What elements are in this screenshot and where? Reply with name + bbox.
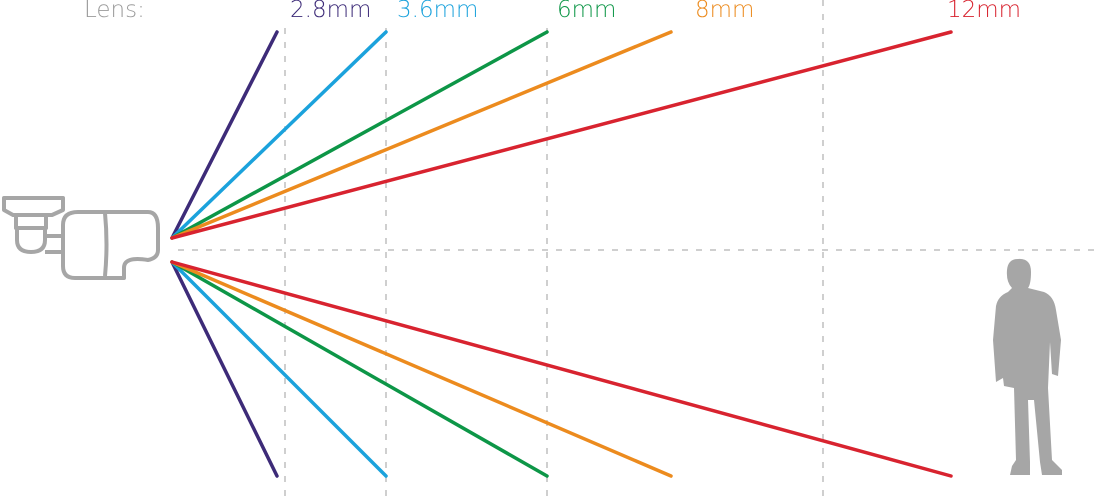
lens-label-6mm: 6mm bbox=[557, 0, 617, 23]
lens-label-8mm: 8mm bbox=[695, 0, 755, 23]
grid bbox=[178, 0, 1100, 497]
lens-label-12mm: 12mm bbox=[947, 0, 1022, 23]
bullet-camera-icon bbox=[2, 196, 160, 280]
ray-bottom-2-8mm bbox=[170, 260, 279, 478]
lens-label-3-6mm: 3.6mm bbox=[397, 0, 479, 23]
ray-top-6mm bbox=[170, 30, 549, 240]
person-silhouette-icon bbox=[993, 258, 1062, 475]
ray-bottom-8mm bbox=[170, 260, 673, 478]
ray-bottom-6mm bbox=[170, 260, 549, 478]
lens-label-2-8mm: 2.8mm bbox=[290, 0, 372, 23]
lens-heading: Lens: bbox=[84, 0, 145, 23]
ray-top-8mm bbox=[170, 30, 673, 240]
ray-top-12mm bbox=[170, 30, 953, 240]
ray-top-2-8mm bbox=[170, 30, 279, 240]
ray-top-3-6mm bbox=[170, 30, 388, 240]
ray-bottom-3-6mm bbox=[170, 260, 388, 478]
ray-bottom-12mm bbox=[170, 260, 953, 478]
